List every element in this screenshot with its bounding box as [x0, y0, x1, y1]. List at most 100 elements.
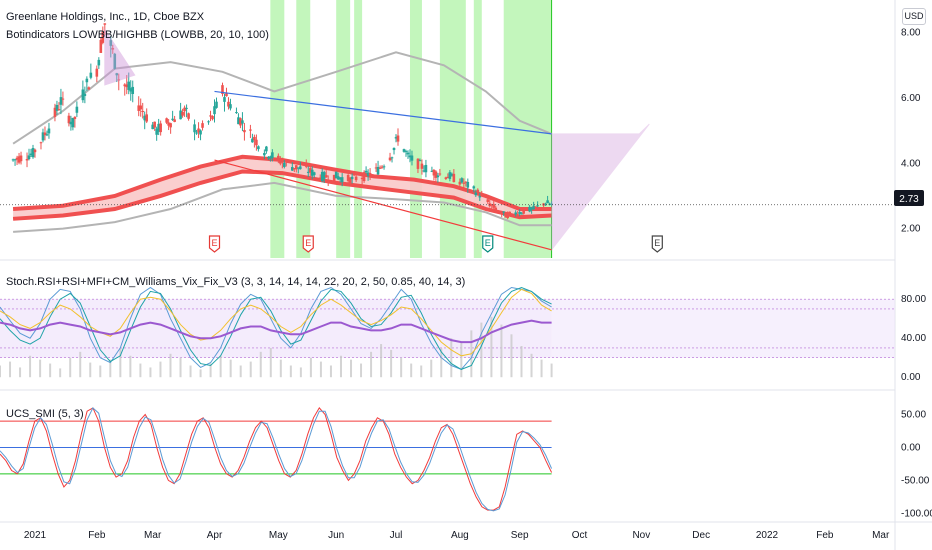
candle-body — [281, 160, 284, 163]
osc-histogram-bar — [410, 363, 413, 378]
candle-body — [390, 157, 394, 159]
chart-title: Greenlane Holdings, Inc., 1D, Cboe BZX — [6, 11, 205, 23]
candle-body — [47, 128, 51, 134]
osc-histogram-bar — [249, 361, 252, 378]
time-axis-tick: Apr — [207, 530, 223, 541]
candle-body — [486, 199, 490, 202]
osc-histogram-bar — [380, 344, 383, 378]
candle-body — [410, 155, 414, 161]
candle-body — [394, 137, 398, 139]
candle-body — [89, 72, 93, 78]
candle-body — [129, 88, 133, 92]
candle-body — [285, 160, 288, 162]
candle-body — [99, 39, 103, 53]
osc-histogram-bar — [460, 342, 463, 378]
candle-body — [115, 73, 119, 76]
candle-body — [255, 139, 258, 146]
candle-body — [382, 166, 386, 168]
osc-histogram-bar — [59, 368, 62, 378]
candle-body — [304, 165, 308, 167]
earnings-badge — [302, 235, 314, 253]
osc-histogram-bar — [540, 359, 543, 378]
osc-histogram-bar — [189, 365, 192, 378]
candle-body — [71, 117, 75, 128]
osc-histogram-bar — [490, 316, 493, 378]
candle-body — [522, 210, 525, 214]
osc-axis-tick: 80.00 — [901, 294, 926, 305]
candle-body — [45, 134, 49, 136]
candle-body — [53, 107, 57, 117]
highlight-zone — [409, 0, 422, 258]
osc-histogram-bar — [500, 324, 503, 378]
earnings-marker[interactable]: E — [651, 235, 663, 253]
candle-body — [388, 157, 392, 161]
candle-body — [464, 181, 468, 183]
candle-body — [269, 156, 272, 159]
candle-body — [33, 149, 37, 153]
smi-series-line — [0, 407, 553, 512]
candle-body — [306, 171, 310, 173]
candle-body — [193, 124, 196, 133]
candle-body — [352, 174, 356, 176]
candle-body — [368, 172, 372, 176]
candle-body — [113, 53, 117, 69]
candle-body — [221, 85, 224, 94]
osc-histogram-bar — [229, 359, 232, 378]
candle-body — [183, 107, 186, 112]
candle-body — [448, 172, 452, 179]
candle-body — [103, 23, 107, 25]
earnings-marker[interactable]: E — [208, 235, 221, 253]
price-axis-tick: 2.00 — [901, 224, 921, 235]
smi-axis-tick: 0.00 — [901, 442, 921, 453]
candle-body — [518, 211, 521, 214]
candle-body — [462, 182, 466, 184]
candle-body — [15, 157, 19, 160]
candle-body — [81, 89, 85, 101]
candle-body — [97, 59, 101, 66]
candle-body — [139, 105, 143, 110]
currency-button[interactable]: USD — [902, 8, 926, 25]
osc-series-line — [0, 319, 552, 344]
candle-body — [143, 115, 147, 121]
lowbb-upper-line — [12, 154, 552, 212]
candle-body — [111, 48, 115, 50]
candle-body — [277, 155, 280, 159]
osc-axis-tick: 40.00 — [901, 333, 926, 344]
candle-body — [378, 167, 382, 169]
candle-body — [294, 165, 298, 170]
candle-body — [187, 113, 190, 119]
candle-body — [348, 177, 352, 185]
osc-histogram-bar — [530, 353, 533, 378]
candle-body — [340, 177, 344, 183]
candle-body — [310, 169, 314, 176]
pattern-triangle — [104, 27, 136, 86]
candle-body — [490, 204, 494, 206]
time-axis-tick: Mar — [144, 530, 162, 541]
time-axis-tick: 2022 — [756, 530, 779, 541]
candle-body — [109, 40, 113, 46]
candle-body — [550, 203, 553, 205]
candle-body — [215, 101, 218, 108]
candle-body — [227, 101, 230, 107]
candle-body — [55, 104, 59, 111]
last-price-badge — [894, 190, 924, 206]
osc-histogram-bar — [209, 363, 212, 378]
osc-histogram-bar — [109, 359, 112, 378]
candle-body — [536, 205, 539, 207]
earnings-marker[interactable]: E — [482, 235, 494, 253]
osc-histogram-bar — [179, 357, 182, 378]
candle-body — [296, 167, 300, 169]
candle-body — [326, 179, 330, 181]
candle-body — [472, 186, 476, 189]
candle-body — [279, 161, 282, 164]
trendline-blue — [214, 90, 552, 135]
osc-histogram-bar — [239, 365, 242, 378]
osc-histogram-bar — [279, 359, 282, 378]
earnings-marker[interactable]: E — [302, 235, 314, 253]
earnings-label: E — [485, 238, 491, 248]
candle-body — [396, 135, 400, 142]
candle-body — [444, 177, 448, 179]
candle-body — [446, 176, 450, 179]
osc-histogram-bar — [19, 367, 22, 378]
